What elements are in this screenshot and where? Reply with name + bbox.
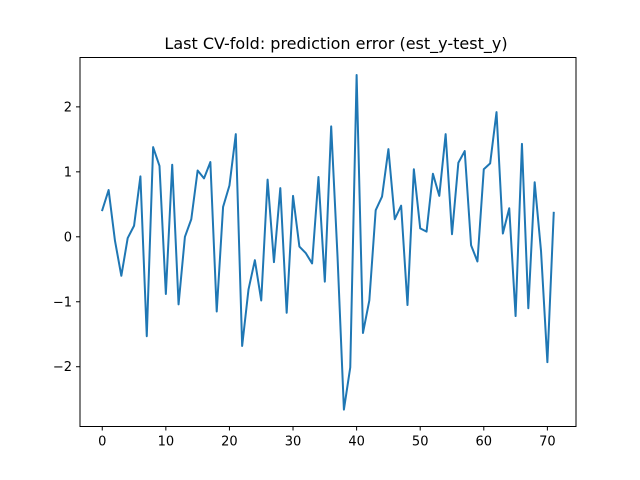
x-axis: 0 10 20 30 40 50 60 70 [98,426,556,450]
chart-title: Last CV-fold: prediction error (est_y-te… [164,34,507,54]
x-tick-label: 0 [98,435,106,450]
x-tick-label: 50 [412,435,429,450]
x-tick-label: 70 [539,435,556,450]
y-tick-label: −2 [53,360,72,375]
x-tick-label: 60 [476,435,493,450]
y-tick-label: 1 [64,165,72,180]
x-tick-label: 30 [285,435,302,450]
y-tick-label: 2 [64,100,72,115]
x-tick-label: 10 [158,435,175,450]
y-tick-label: −1 [53,295,72,310]
y-axis: −2 −1 0 1 2 [53,100,80,375]
y-tick-label: 0 [64,230,72,245]
axes-frame [79,57,577,427]
x-tick-label: 20 [221,435,238,450]
plot-area [101,74,555,411]
series-line [101,74,555,411]
x-tick-label: 40 [348,435,365,450]
